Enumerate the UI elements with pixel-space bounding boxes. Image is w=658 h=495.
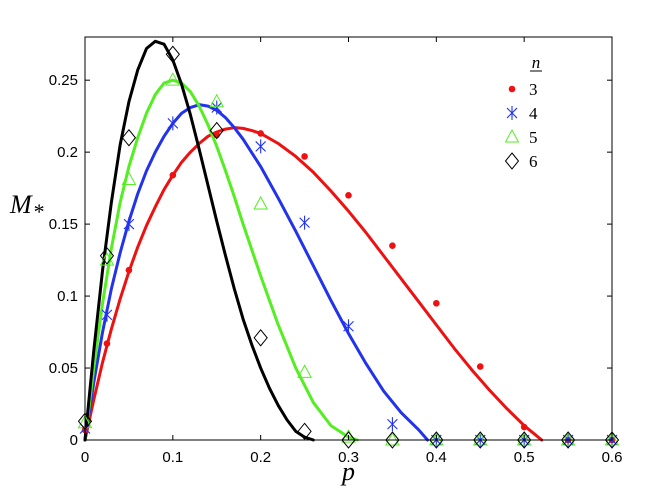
x-tick-label: 0.6 — [602, 449, 623, 466]
y-tick-label: 0.15 — [49, 216, 78, 233]
series-6-point — [121, 128, 137, 147]
y-axis-title-main: M — [9, 190, 33, 219]
x-axis-title: p — [340, 457, 355, 486]
y-tick-label: 0.25 — [49, 72, 78, 89]
x-tick-label: 0 — [81, 449, 89, 466]
series-5-point — [472, 431, 488, 446]
series-5-point — [209, 93, 225, 108]
series-6-point — [99, 246, 115, 265]
series-6-point — [253, 329, 268, 347]
series-5-point — [253, 195, 269, 210]
x-tick-label: 0.3 — [338, 449, 359, 466]
series-4-point — [255, 139, 267, 154]
legend-marker-3 — [508, 85, 516, 93]
y-axis-title: M* — [9, 190, 45, 224]
series-5-curve — [83, 78, 359, 442]
series-5-point — [428, 431, 444, 446]
data-markers — [77, 45, 620, 449]
series-4-curve — [83, 103, 430, 442]
y-tick-label: 0.05 — [49, 360, 78, 377]
series-6-point — [517, 431, 532, 449]
series-6-point — [385, 431, 400, 449]
legend-marker-6 — [504, 152, 520, 170]
fit-curves — [83, 39, 544, 442]
series-5-point — [165, 72, 181, 86]
series-4-point — [167, 116, 179, 131]
legend: n 3 4 5 6 — [504, 53, 542, 171]
series-3-curve — [83, 126, 544, 442]
legend-title: n — [532, 53, 541, 72]
y-tick-label: 0.1 — [57, 288, 78, 305]
series-4-point — [299, 215, 310, 230]
series-3-point — [476, 363, 484, 370]
series-4-point — [101, 307, 113, 322]
series-5-point — [604, 431, 620, 446]
series-3-point — [257, 130, 264, 137]
series-6-point — [165, 45, 180, 64]
legend-label-3: 3 — [529, 80, 538, 99]
y-axis-title-subscript: * — [34, 199, 45, 224]
x-tick-label: 0.2 — [250, 449, 271, 466]
series-6-point — [297, 422, 312, 441]
legend-entries: 3 4 5 6 — [504, 80, 538, 171]
x-tick-label: 0.1 — [162, 449, 183, 466]
series-5-point — [297, 364, 312, 378]
series-3-point — [433, 299, 440, 307]
series-5-point — [121, 171, 137, 185]
series-4-point — [123, 217, 135, 232]
series-3-point — [520, 423, 528, 431]
y-tick-label: 0 — [70, 432, 78, 449]
series-3-point — [345, 192, 352, 199]
legend-label-5: 5 — [529, 128, 538, 147]
series-6-point — [209, 121, 224, 140]
series-6-point — [604, 431, 620, 449]
series-3-point — [125, 266, 133, 274]
series-4-point — [343, 319, 354, 334]
axis-ticks — [84, 37, 613, 441]
y-tick-label: 0.2 — [57, 144, 78, 161]
series-5-point — [516, 431, 532, 446]
series-6-point — [473, 431, 488, 449]
series-3-point — [103, 340, 111, 347]
legend-marker-5 — [504, 128, 520, 143]
legend-label-6: 6 — [529, 152, 538, 171]
series-5-point — [560, 431, 576, 446]
x-tick-label: 0.5 — [514, 449, 535, 466]
series-3-point — [389, 242, 396, 249]
series-5-point — [385, 431, 400, 446]
tick-labels: 0 0.1 0.2 0.3 0.4 0.5 0.6 0 0.05 0.1 0.15 0.2 0.25 — [49, 72, 623, 466]
series-6-point — [560, 431, 576, 449]
x-tick-label: 0.4 — [426, 449, 447, 466]
series-3-point — [213, 131, 221, 139]
series-4-point — [387, 417, 398, 432]
legend-label-4: 4 — [529, 104, 538, 123]
series-6-curve — [83, 39, 315, 442]
legend-marker-4 — [506, 106, 518, 120]
series-6-point — [341, 431, 356, 449]
series-6-point — [429, 431, 444, 449]
series-3-point — [169, 171, 177, 179]
series-4-point — [211, 100, 223, 115]
series-3-point — [301, 153, 308, 160]
